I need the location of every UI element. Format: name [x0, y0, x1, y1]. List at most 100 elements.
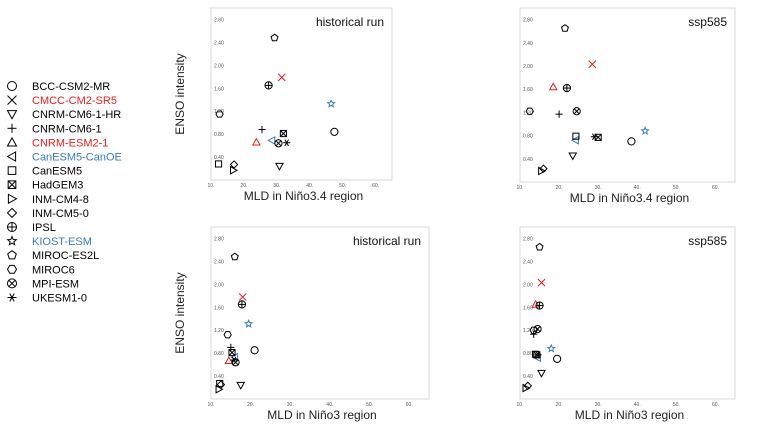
- point-cnrm-esm2-1: [251, 137, 261, 146]
- x-tick-label: 40.: [634, 185, 641, 191]
- x-tick-label: 40.: [326, 402, 333, 408]
- point-cnrm-cm6-1-hr: [537, 369, 546, 378]
- point-inm-cm5-0: [523, 381, 533, 391]
- point-miroc6: [215, 110, 224, 118]
- point-canesm5-canoe: [267, 135, 276, 145]
- y-tick-label: 1.60: [523, 87, 533, 93]
- point-canesm5: [572, 132, 580, 140]
- legend-marker-kiost-esm-icon: [6, 235, 18, 246]
- x-tick-label: 10.: [517, 185, 524, 191]
- legend-label-canesm5: CanESM5: [32, 166, 82, 178]
- point-cnrm-esm2-1: [531, 299, 541, 308]
- x-axis-label: MLD in Niño3.4 region: [244, 189, 363, 203]
- point-inm-cm5-0: [216, 380, 226, 389]
- point-inm-cm5-0: [539, 164, 548, 173]
- point-cnrm-cm6-1-hr: [568, 152, 578, 161]
- y-tick-label: 0.40: [214, 374, 224, 380]
- point-ipsl: [237, 300, 247, 309]
- y-tick-label: 2.40: [523, 41, 533, 47]
- legend-marker-ipsl-icon: [7, 222, 17, 232]
- y-axis-label: ENSO intensity: [173, 53, 187, 134]
- legend-label-kiost-esm: KIOST-ESM: [32, 236, 92, 248]
- x-tick-label: 60.: [712, 185, 719, 191]
- y-tick-label: 2.00: [523, 282, 533, 288]
- y-tick-label: 2.80: [523, 18, 533, 24]
- x-tick-label: 50.: [366, 402, 373, 408]
- point-hadgem3: [279, 130, 287, 138]
- plot-frame: [210, 7, 393, 181]
- x-tick-label: 40.: [634, 402, 641, 408]
- y-tick-label: 2.80: [214, 17, 224, 23]
- panel-title: historical run: [316, 15, 384, 29]
- point-cnrm-cm6-1-hr: [236, 381, 246, 390]
- legend-marker-canesm5-canoe-icon: [6, 151, 17, 162]
- point-canesm5-canoe: [570, 135, 579, 145]
- panel-ssp585-nino3: 10. 20. 30. 40. 50. 60. 0.40 0.80 1.20 1.60 2.00 2.…: [517, 226, 736, 422]
- point-miroc-es2l: [560, 24, 569, 32]
- point-ipsl: [264, 81, 273, 90]
- point-cnrm-cm6-1-hr: [275, 162, 284, 171]
- panel-title: historical run: [353, 234, 421, 248]
- plot-frame: [519, 7, 736, 183]
- y-tick-label: 2.40: [214, 40, 224, 46]
- panel-historical-nino34: 10. 20. 30. 40. 50. 60. 0.40 0.80 1.20 1.60 2.00 2.…: [173, 7, 393, 203]
- x-tick-label: 20.: [556, 402, 563, 408]
- legend-label-canesm5-canoe: CanESM5-CanOE: [32, 152, 122, 164]
- point-cnrm-cm6-1: [258, 125, 266, 134]
- point-ipsl: [535, 301, 544, 310]
- legend-label-cnrm-cm6-1-hr: CNRM-CM6-1-HR: [32, 109, 121, 121]
- plot-frame: [519, 226, 736, 400]
- y-tick-label: 2.40: [523, 259, 533, 265]
- point-ukesm1-0: [230, 356, 238, 364]
- point-kiost-esm: [640, 126, 650, 135]
- legend-marker-cnrm-cm6-1-icon: [7, 123, 17, 133]
- x-tick-label: 30.: [595, 402, 602, 408]
- legend-label-miroc6: MIROC6: [32, 264, 75, 276]
- point-ukesm1-0: [534, 351, 542, 359]
- legend-marker-cnrm-esm2-1-icon: [6, 136, 18, 147]
- point-miroc-es2l: [270, 33, 279, 42]
- legend-label-cnrm-esm2-1: CNRM-ESM2-1: [32, 137, 108, 149]
- plot-frame: [210, 226, 430, 400]
- legend-label-ukesm1-0: UKESM1-0: [32, 293, 87, 305]
- x-tick-label: 30.: [595, 185, 602, 191]
- point-inm-cm5-0: [229, 160, 239, 169]
- point-mpi-esm: [274, 139, 283, 148]
- y-tick-label: 1.20: [523, 328, 533, 334]
- y-tick-label: 0.40: [523, 157, 533, 163]
- point-miroc-es2l: [230, 252, 239, 261]
- point-bcc-csm2-mr: [330, 127, 339, 136]
- y-tick-label: 0.40: [214, 155, 224, 161]
- x-tick-label: 10.: [517, 402, 524, 408]
- point-ukesm1-0: [590, 133, 598, 141]
- point-mpi-esm: [572, 107, 581, 116]
- x-tick-label: 30.: [273, 183, 280, 189]
- x-tick-label: 60.: [372, 183, 379, 189]
- x-axis-label: MLD in Niño3 region: [575, 408, 684, 422]
- x-tick-label: 10.: [208, 183, 215, 189]
- point-miroc6: [223, 331, 232, 339]
- legend-label-ipsl: IPSL: [32, 222, 56, 234]
- point-bcc-csm2-mr: [250, 346, 259, 355]
- point-kiost-esm: [546, 343, 556, 353]
- x-tick-label: 50.: [673, 185, 680, 191]
- legend-marker-bcc-csm2-mr-icon: [7, 81, 17, 91]
- legend-marker-mpi-esm-icon: [7, 278, 17, 289]
- point-miroc6: [525, 107, 534, 115]
- legend-marker-canesm5-icon: [7, 166, 17, 175]
- legend-label-bcc-csm2-mr: BCC-CSM2-MR: [32, 81, 110, 93]
- x-tick-label: 50.: [339, 183, 346, 189]
- point-inm-cm4-8: [538, 166, 547, 176]
- y-tick-label: 2.00: [523, 64, 533, 70]
- y-tick-label: 2.80: [523, 236, 533, 242]
- point-cnrm-cm6-1: [530, 330, 538, 338]
- point-cmcc-cm2-sr5: [238, 292, 247, 301]
- point-cmcc-cm2-sr5: [277, 73, 286, 82]
- x-tick-label: 20.: [247, 402, 254, 408]
- point-inm-cm4-8: [215, 384, 224, 394]
- point-ipsl: [562, 83, 572, 93]
- y-tick-label: 2.80: [214, 236, 224, 242]
- legend-label-mpi-esm: MPI-ESM: [32, 278, 79, 290]
- point-cnrm-esm2-1: [548, 82, 558, 91]
